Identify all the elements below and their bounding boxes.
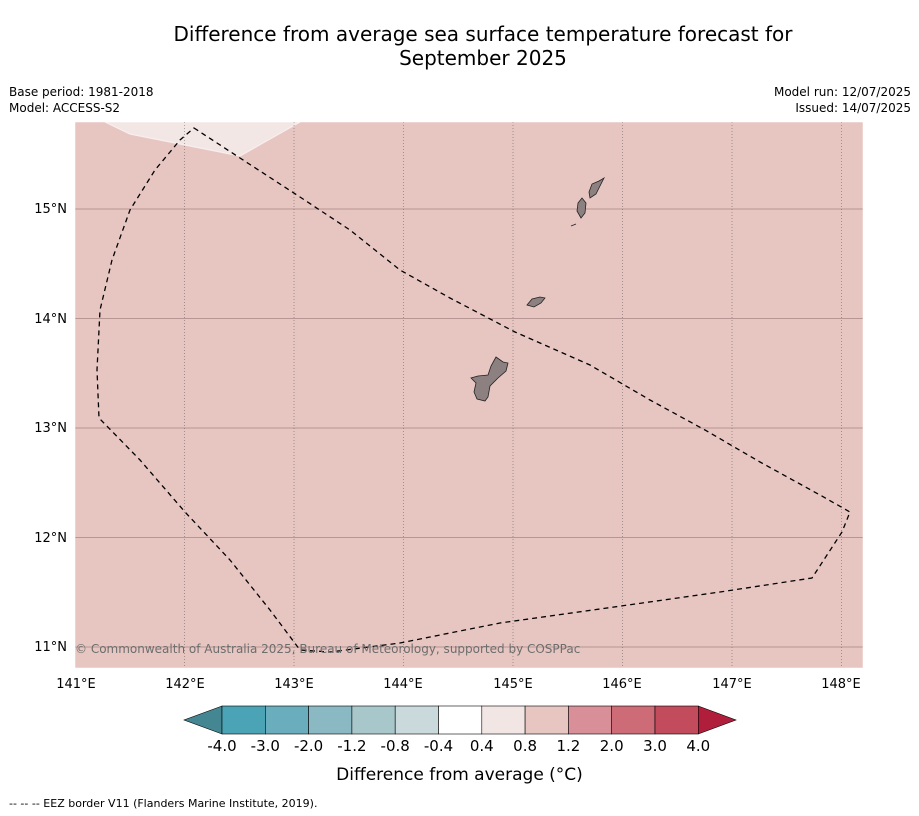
lon-label-143: 143°E [274,677,314,692]
colorbar-bin [611,705,656,735]
lat-label-12: 12°N [34,531,67,546]
model-run-text: Model run: 12/07/2025 [773,85,911,99]
colorbar-bin [654,705,699,735]
colorbar-bin [351,705,396,735]
colorbar-bin [308,705,353,735]
map-frame [74,121,864,669]
lon-label-141: 141°E [56,677,96,692]
colorbar-tick-label: -4.0 [207,737,236,755]
colorbar-tick-label: -2.0 [294,737,323,755]
lat-label-15: 15°N [34,202,67,217]
island-guam [470,356,509,402]
model-text: Model: ACCESS-S2 [9,101,121,115]
copyright-text: © Commonwealth of Australia 2025, Bureau… [75,642,580,656]
colorbar-tick-label: -0.8 [381,737,410,755]
lon-label-147: 147°E [712,677,752,692]
parallels [75,208,863,648]
lon-label-144: 144°E [383,677,423,692]
patch-contour-line [104,122,301,157]
colorbar-bin [568,705,613,735]
title-line-1: Difference from average sea surface temp… [173,22,793,46]
lat-tick-labels: 15°N 14°N 13°N 12°N 11°N [34,202,67,655]
colorbar-bin [221,705,266,735]
island-saipan [588,176,605,199]
anomaly-patch-0.4-0.8 [105,122,300,156]
colorbar-bin [264,705,309,735]
colorbar-extend-high [697,705,737,735]
lat-label-13: 13°N [34,421,67,436]
title-line-2: September 2025 [399,46,567,70]
base-period-text: Base period: 1981-2018 [9,85,154,99]
land-masses [470,176,605,402]
colorbar-bin [524,705,569,735]
colorbar-tick-label: 0.8 [513,737,537,755]
island-tinian [576,197,587,219]
map-background [75,122,863,668]
meta-left: Base period: 1981-2018 Model: ACCESS-S2 [9,84,154,116]
lon-label-148: 148°E [821,677,861,692]
island-rota [526,296,546,308]
colorbar-tick-label: -0.4 [424,737,453,755]
colorbar-tick-label: -3.0 [251,737,280,755]
colorbar-tick-label: 3.0 [643,737,667,755]
gridlines [184,122,842,668]
colorbar: -4.0 -3.0 -2.0 -1.2 -0.8 -0.4 0.4 0.8 1.2 2.0 3.0 4… [183,705,737,755]
colorbar-tick-label: 0.4 [470,737,494,755]
colorbar-extend-low [183,705,223,735]
colorbar-label: Difference from average (°C) [336,765,583,785]
island-aguijan [570,223,577,227]
colorbar-tick-label: -1.2 [337,737,366,755]
colorbar-bin [481,705,526,735]
issued-text: Issued: 14/07/2025 [795,101,911,115]
colorbar-tick-label: 2.0 [600,737,624,755]
colorbar-bin [394,705,439,735]
meta-right: Model run: 12/07/2025 Issued: 14/07/2025 [774,84,911,116]
lon-tick-labels: 141°E 142°E 143°E 144°E 145°E 146°E 147°… [56,677,861,692]
lat-label-11: 11°N [34,640,67,655]
colorbar-tick-label: 1.2 [556,737,580,755]
colorbar-bin [438,705,483,735]
colorbar-tick-label: 4.0 [686,737,710,755]
map-title: Difference from average sea surface temp… [130,22,836,70]
lon-label-145: 145°E [493,677,533,692]
lat-label-14: 14°N [34,312,67,327]
lon-label-142: 142°E [165,677,205,692]
lon-label-146: 146°E [602,677,642,692]
eez-footnote: -- -- -- EEZ border V11 (Flanders Marine… [9,797,318,810]
